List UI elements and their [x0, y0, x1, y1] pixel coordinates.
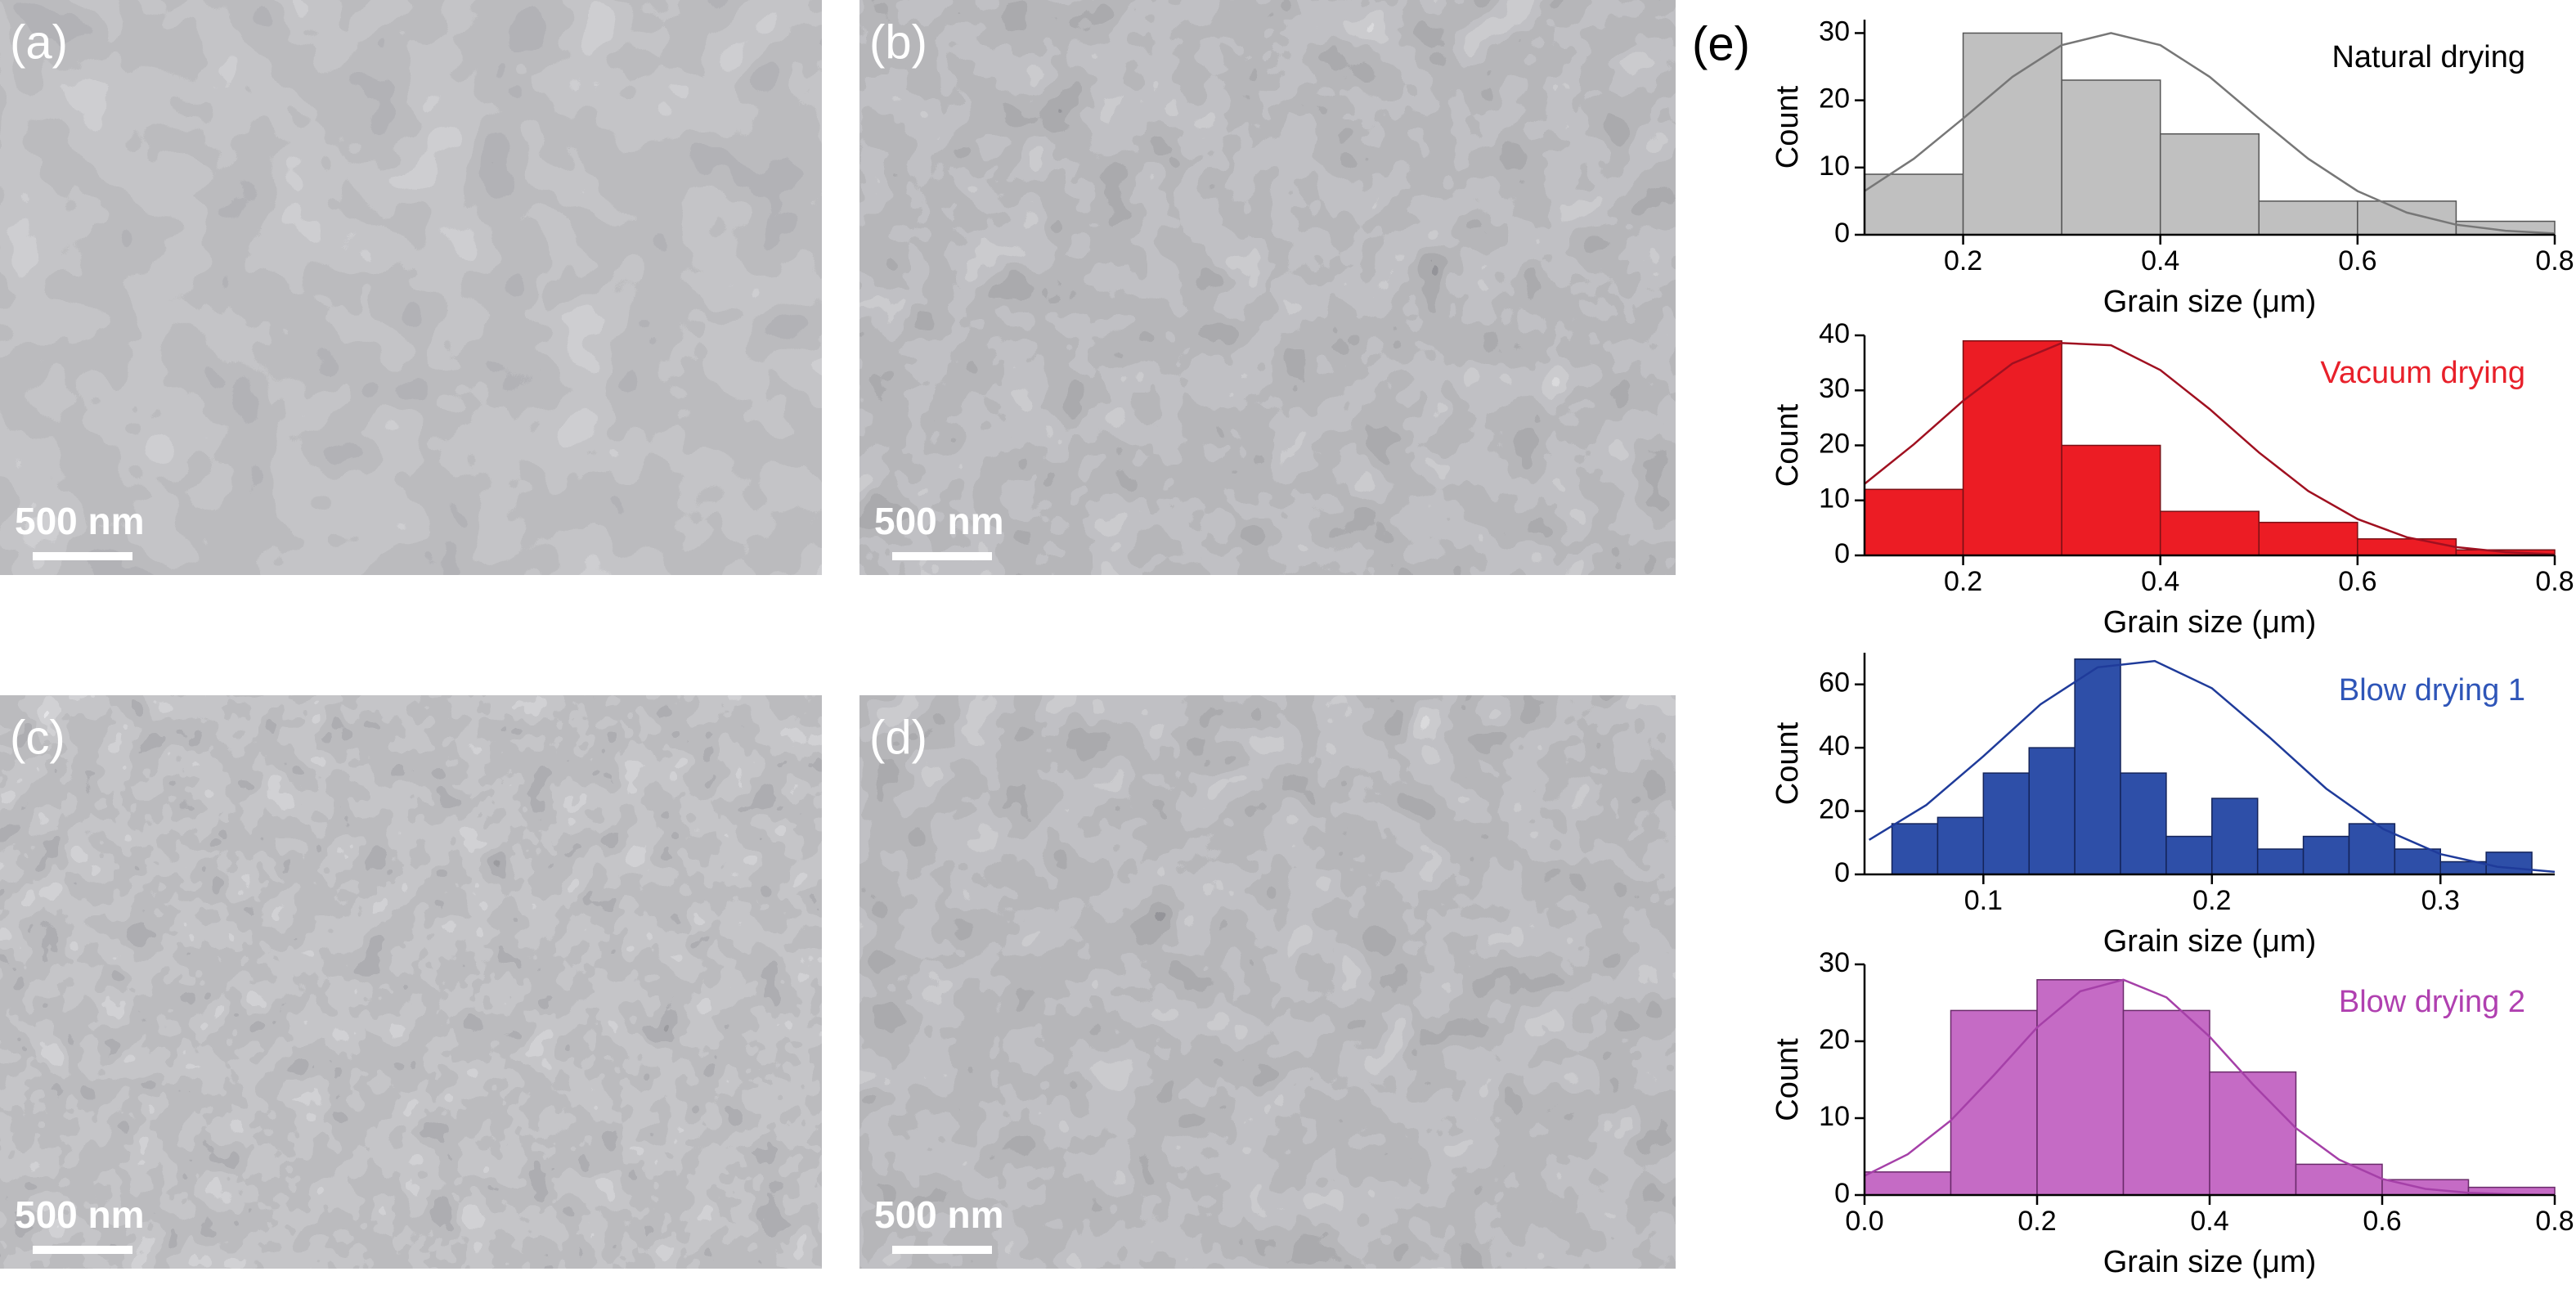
fit-curve	[1865, 978, 2555, 1195]
bar	[2485, 851, 2533, 875]
y-axis-label: Count	[1770, 721, 1805, 805]
bar	[2302, 835, 2350, 875]
x-tick-label: 0.8	[2535, 566, 2574, 597]
bar	[2211, 798, 2259, 875]
y-tick-label: 20	[1819, 794, 1850, 825]
sem-image	[859, 0, 1676, 575]
y-tick-label: 0	[1834, 857, 1850, 888]
bar	[1982, 772, 2030, 875]
bar	[1962, 339, 2062, 556]
panel-label: (b)	[869, 16, 927, 69]
bar	[1936, 816, 1985, 875]
sem-image	[859, 695, 1676, 1269]
bar	[2061, 79, 2161, 236]
y-tick-label: 20	[1819, 428, 1850, 459]
x-tick-label: 0.4	[2141, 566, 2179, 597]
x-tick-label: 0.2	[1944, 566, 1982, 597]
sem-image	[0, 0, 822, 575]
x-tick-label: 0.4	[2141, 245, 2179, 276]
y-tick-label: 0	[1834, 538, 1850, 569]
y-tick-label: 40	[1819, 318, 1850, 349]
x-tick-label: 0.2	[1944, 245, 1982, 276]
fit-curve	[1865, 342, 2555, 555]
scale-bar	[33, 1246, 132, 1254]
bar	[1962, 32, 2062, 236]
y-axis-label: Count	[1770, 403, 1805, 487]
chart-title: Blow drying 2	[2339, 985, 2525, 1019]
bar	[2120, 772, 2167, 875]
bar	[2159, 510, 2260, 556]
x-tick-label: 0.2	[2017, 1206, 2056, 1237]
bar	[2122, 1009, 2210, 1196]
y-tick-label: 30	[1819, 373, 1850, 404]
scale-bar	[892, 552, 992, 560]
x-tick-label: 0.6	[2338, 245, 2376, 276]
y-tick-label: 0	[1834, 1178, 1850, 1209]
scale-bar-label: 500 nm	[15, 500, 145, 542]
bar	[2295, 1163, 2383, 1196]
x-tick-label: 0.8	[2535, 1206, 2574, 1237]
scale-bar	[892, 1246, 992, 1254]
bar	[2357, 538, 2457, 556]
x-tick-label: 0.6	[2363, 1206, 2401, 1237]
fit-curve	[1868, 659, 2555, 874]
y-tick-label: 20	[1819, 1024, 1850, 1055]
bar	[2209, 1071, 2297, 1196]
sem-image	[0, 695, 822, 1269]
scale-bar-label: 500 nm	[874, 500, 1004, 542]
x-axis-label: Grain size (μm)	[2103, 924, 2316, 959]
x-tick-label: 0.8	[2535, 245, 2574, 276]
y-tick-label: 0	[1834, 218, 1850, 249]
y-tick-label: 40	[1819, 730, 1850, 762]
bar	[2074, 658, 2121, 875]
x-tick-label: 0.3	[2421, 885, 2460, 916]
x-axis-label: Grain size (μm)	[2103, 285, 2316, 319]
bar	[2357, 200, 2457, 236]
chart-title: Blow drying 1	[2339, 673, 2525, 708]
bar	[2036, 979, 2125, 1196]
bar	[2256, 848, 2304, 875]
bar	[2028, 747, 2076, 875]
bar	[2165, 835, 2213, 875]
bar	[1864, 173, 1964, 236]
chart-title: Vacuum drying	[2320, 356, 2525, 390]
y-tick-label: 10	[1819, 1101, 1850, 1132]
y-tick-label: 60	[1819, 667, 1850, 699]
x-axis-label: Grain size (μm)	[2103, 605, 2316, 640]
panel-label: (c)	[10, 711, 65, 764]
y-tick-label: 30	[1819, 947, 1850, 978]
bar	[1891, 823, 1939, 875]
bar	[2394, 848, 2442, 875]
bar	[2348, 823, 2396, 875]
x-tick-label: 0.1	[1964, 885, 2003, 916]
x-tick-label: 0.2	[2192, 885, 2231, 916]
bar	[2061, 444, 2161, 556]
panel-label: (d)	[869, 711, 927, 764]
bar	[1864, 1171, 1952, 1196]
y-axis-label: Count	[1770, 1038, 1805, 1121]
bar	[2159, 133, 2260, 236]
y-tick-label: 10	[1819, 151, 1850, 182]
fit-curve	[1865, 32, 2555, 235]
y-axis-label: Count	[1770, 85, 1805, 168]
bar	[2258, 200, 2358, 236]
scale-bar-label: 500 nm	[874, 1193, 1004, 1236]
y-tick-label: 10	[1819, 483, 1850, 514]
x-axis-label: Grain size (μm)	[2103, 1245, 2316, 1279]
panel-label: (a)	[10, 16, 68, 69]
y-tick-label: 30	[1819, 16, 1850, 47]
x-tick-label: 0.6	[2338, 566, 2376, 597]
chart-title: Natural drying	[2331, 40, 2525, 74]
bar	[1864, 488, 1964, 556]
scale-bar	[33, 552, 132, 560]
bar	[2258, 521, 2358, 556]
bar	[1950, 1009, 2038, 1196]
x-tick-label: 0.0	[1845, 1206, 1883, 1237]
x-tick-label: 0.4	[2190, 1206, 2228, 1237]
panel-label: (e)	[1692, 17, 1750, 70]
y-tick-label: 20	[1819, 83, 1850, 115]
scale-bar-label: 500 nm	[15, 1193, 145, 1236]
